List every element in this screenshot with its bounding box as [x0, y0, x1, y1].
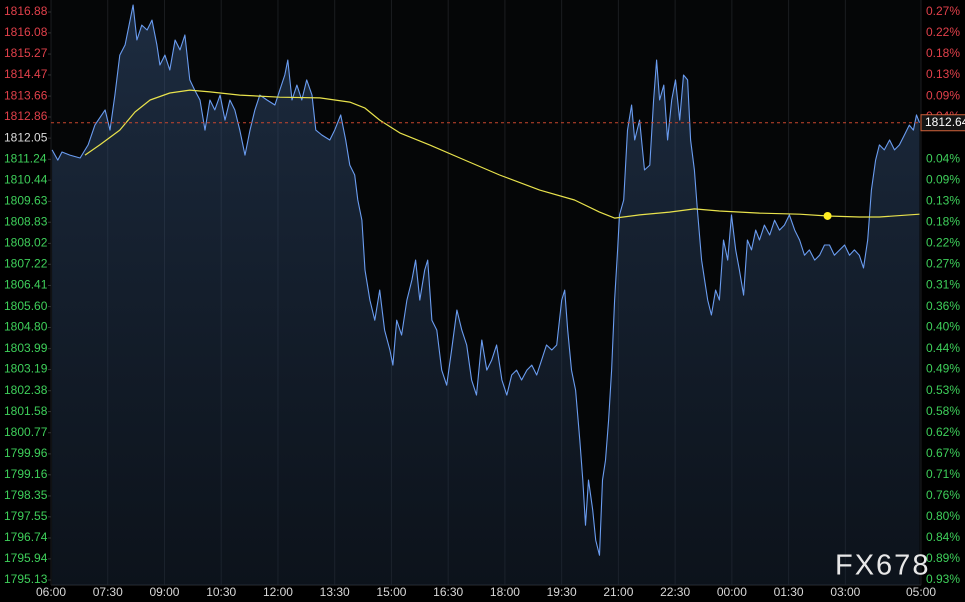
y-tick-label: 1806.41 — [4, 278, 48, 292]
percent-label: 0.13% — [926, 67, 960, 81]
y-tick-label: 1814.47 — [4, 67, 48, 81]
price-area — [52, 5, 920, 585]
y-tick-label: 1797.55 — [4, 509, 48, 523]
x-tick-label: 07:30 — [93, 585, 123, 599]
percent-label: 0.58% — [926, 404, 960, 418]
x-tick-label: 16:30 — [433, 585, 463, 599]
y-tick-label: 1803.99 — [4, 341, 48, 355]
percent-label: 0.53% — [926, 383, 960, 397]
y-tick-label: 1800.77 — [4, 425, 48, 439]
last-price-label: 1812.64 — [925, 115, 965, 129]
y-tick-label: 1816.08 — [4, 25, 48, 39]
percent-label: 0.44% — [926, 341, 960, 355]
y-tick-label: 1795.94 — [4, 551, 48, 565]
percent-label: 0.09% — [926, 172, 960, 186]
percent-label: 0.76% — [926, 488, 960, 502]
percent-label: 0.62% — [926, 425, 960, 439]
x-tick-label: 12:00 — [263, 585, 293, 599]
percent-label: 0.93% — [926, 572, 960, 586]
x-tick-label: 00:00 — [717, 585, 747, 599]
x-tick-label: 01:30 — [774, 585, 804, 599]
percent-label: 0.09% — [926, 88, 960, 102]
percent-label: 0.13% — [926, 194, 960, 208]
watermark: FX678 — [835, 550, 930, 582]
percent-label: 0.80% — [926, 509, 960, 523]
percent-label: 0.27% — [926, 4, 960, 18]
x-tick-label: 13:30 — [320, 585, 350, 599]
y-tick-label: 1813.66 — [4, 88, 48, 102]
y-tick-label: 1815.27 — [4, 46, 48, 60]
average-marker — [823, 211, 832, 220]
y-tick-label: 1808.02 — [4, 236, 48, 250]
y-tick-label: 1816.88 — [4, 4, 48, 18]
percent-label: 0.40% — [926, 320, 960, 334]
x-tick-label: 21:00 — [603, 585, 633, 599]
y-tick-label: 1803.19 — [4, 362, 48, 376]
y-tick-label: 1809.63 — [4, 194, 48, 208]
x-tick-label: 03:00 — [830, 585, 860, 599]
y-tick-label: 1795.13 — [4, 572, 48, 586]
x-tick-label: 10:30 — [206, 585, 236, 599]
percent-label: 0.71% — [926, 467, 960, 481]
x-tick-label: 18:00 — [490, 585, 520, 599]
x-tick-label: 22:30 — [660, 585, 690, 599]
percent-label: 0.89% — [926, 551, 960, 565]
average-line — [84, 89, 920, 219]
y-tick-label: 1796.74 — [4, 530, 48, 544]
y-tick-label: 1812.05 — [4, 130, 48, 144]
y-tick-label: 1804.80 — [4, 320, 48, 334]
percent-label: 0.04% — [926, 151, 960, 165]
y-tick-label: 1811.24 — [4, 151, 47, 165]
percent-label: 0.84% — [926, 530, 960, 544]
y-tick-label: 1805.60 — [4, 299, 48, 313]
y-tick-label: 1801.58 — [4, 404, 48, 418]
percent-label: 0.27% — [926, 256, 960, 270]
price-line — [51, 4, 921, 556]
last-price-box — [920, 114, 965, 132]
percent-label: 0.22% — [926, 25, 960, 39]
y-tick-label: 1810.44 — [4, 172, 48, 186]
x-tick-label: 06:00 — [36, 585, 66, 599]
percent-label: 0.18% — [926, 214, 960, 228]
x-tick-label: 15:00 — [376, 585, 406, 599]
y-tick-label: 1807.22 — [4, 256, 48, 270]
x-tick-label: 09:00 — [149, 585, 179, 599]
y-tick-label: 1808.83 — [4, 214, 48, 228]
percent-label: 0.18% — [926, 46, 960, 60]
y-tick-label: 1798.35 — [4, 488, 48, 502]
y-tick-label: 1812.86 — [4, 109, 48, 123]
y-tick-label: 1799.16 — [4, 467, 48, 481]
x-tick-label: 19:30 — [547, 585, 577, 599]
x-tick-label: 05:00 — [906, 585, 936, 599]
percent-label: 0.22% — [926, 236, 960, 250]
y-tick-label: 1799.96 — [4, 446, 48, 460]
y-tick-label: 1802.38 — [4, 383, 48, 397]
percent-label: 0.67% — [926, 446, 960, 460]
percent-label: 0.31% — [926, 278, 960, 292]
percent-label: 0.49% — [926, 362, 960, 376]
percent-label: 0.36% — [926, 299, 960, 313]
